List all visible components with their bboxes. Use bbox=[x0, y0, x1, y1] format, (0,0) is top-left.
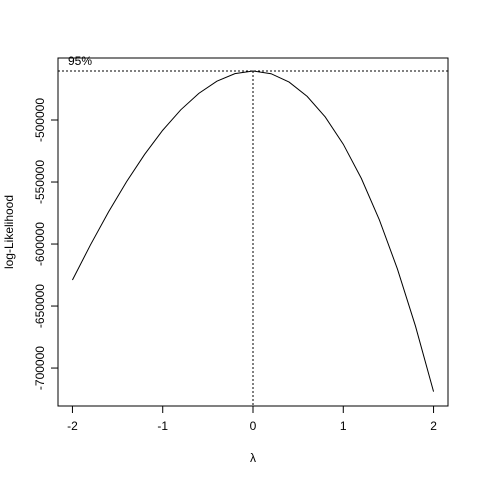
x-tick-label: -1 bbox=[157, 419, 168, 433]
x-tick-label: -2 bbox=[67, 419, 78, 433]
x-axis-label: λ bbox=[250, 451, 256, 465]
y-axis-label: log-Likelihood bbox=[2, 195, 16, 269]
x-tick-label: 2 bbox=[430, 419, 437, 433]
reference-label: 95% bbox=[68, 54, 92, 68]
y-tick-label: -700000 bbox=[33, 346, 47, 390]
curve bbox=[71, 70, 435, 392]
x-tick-label: 0 bbox=[250, 419, 257, 433]
x-tick-label: 1 bbox=[340, 419, 347, 433]
y-tick-label: -550000 bbox=[33, 160, 47, 204]
y-tick-label: -650000 bbox=[33, 284, 47, 328]
y-tick-label: -600000 bbox=[33, 222, 47, 266]
y-tick-label: -500000 bbox=[33, 98, 47, 142]
